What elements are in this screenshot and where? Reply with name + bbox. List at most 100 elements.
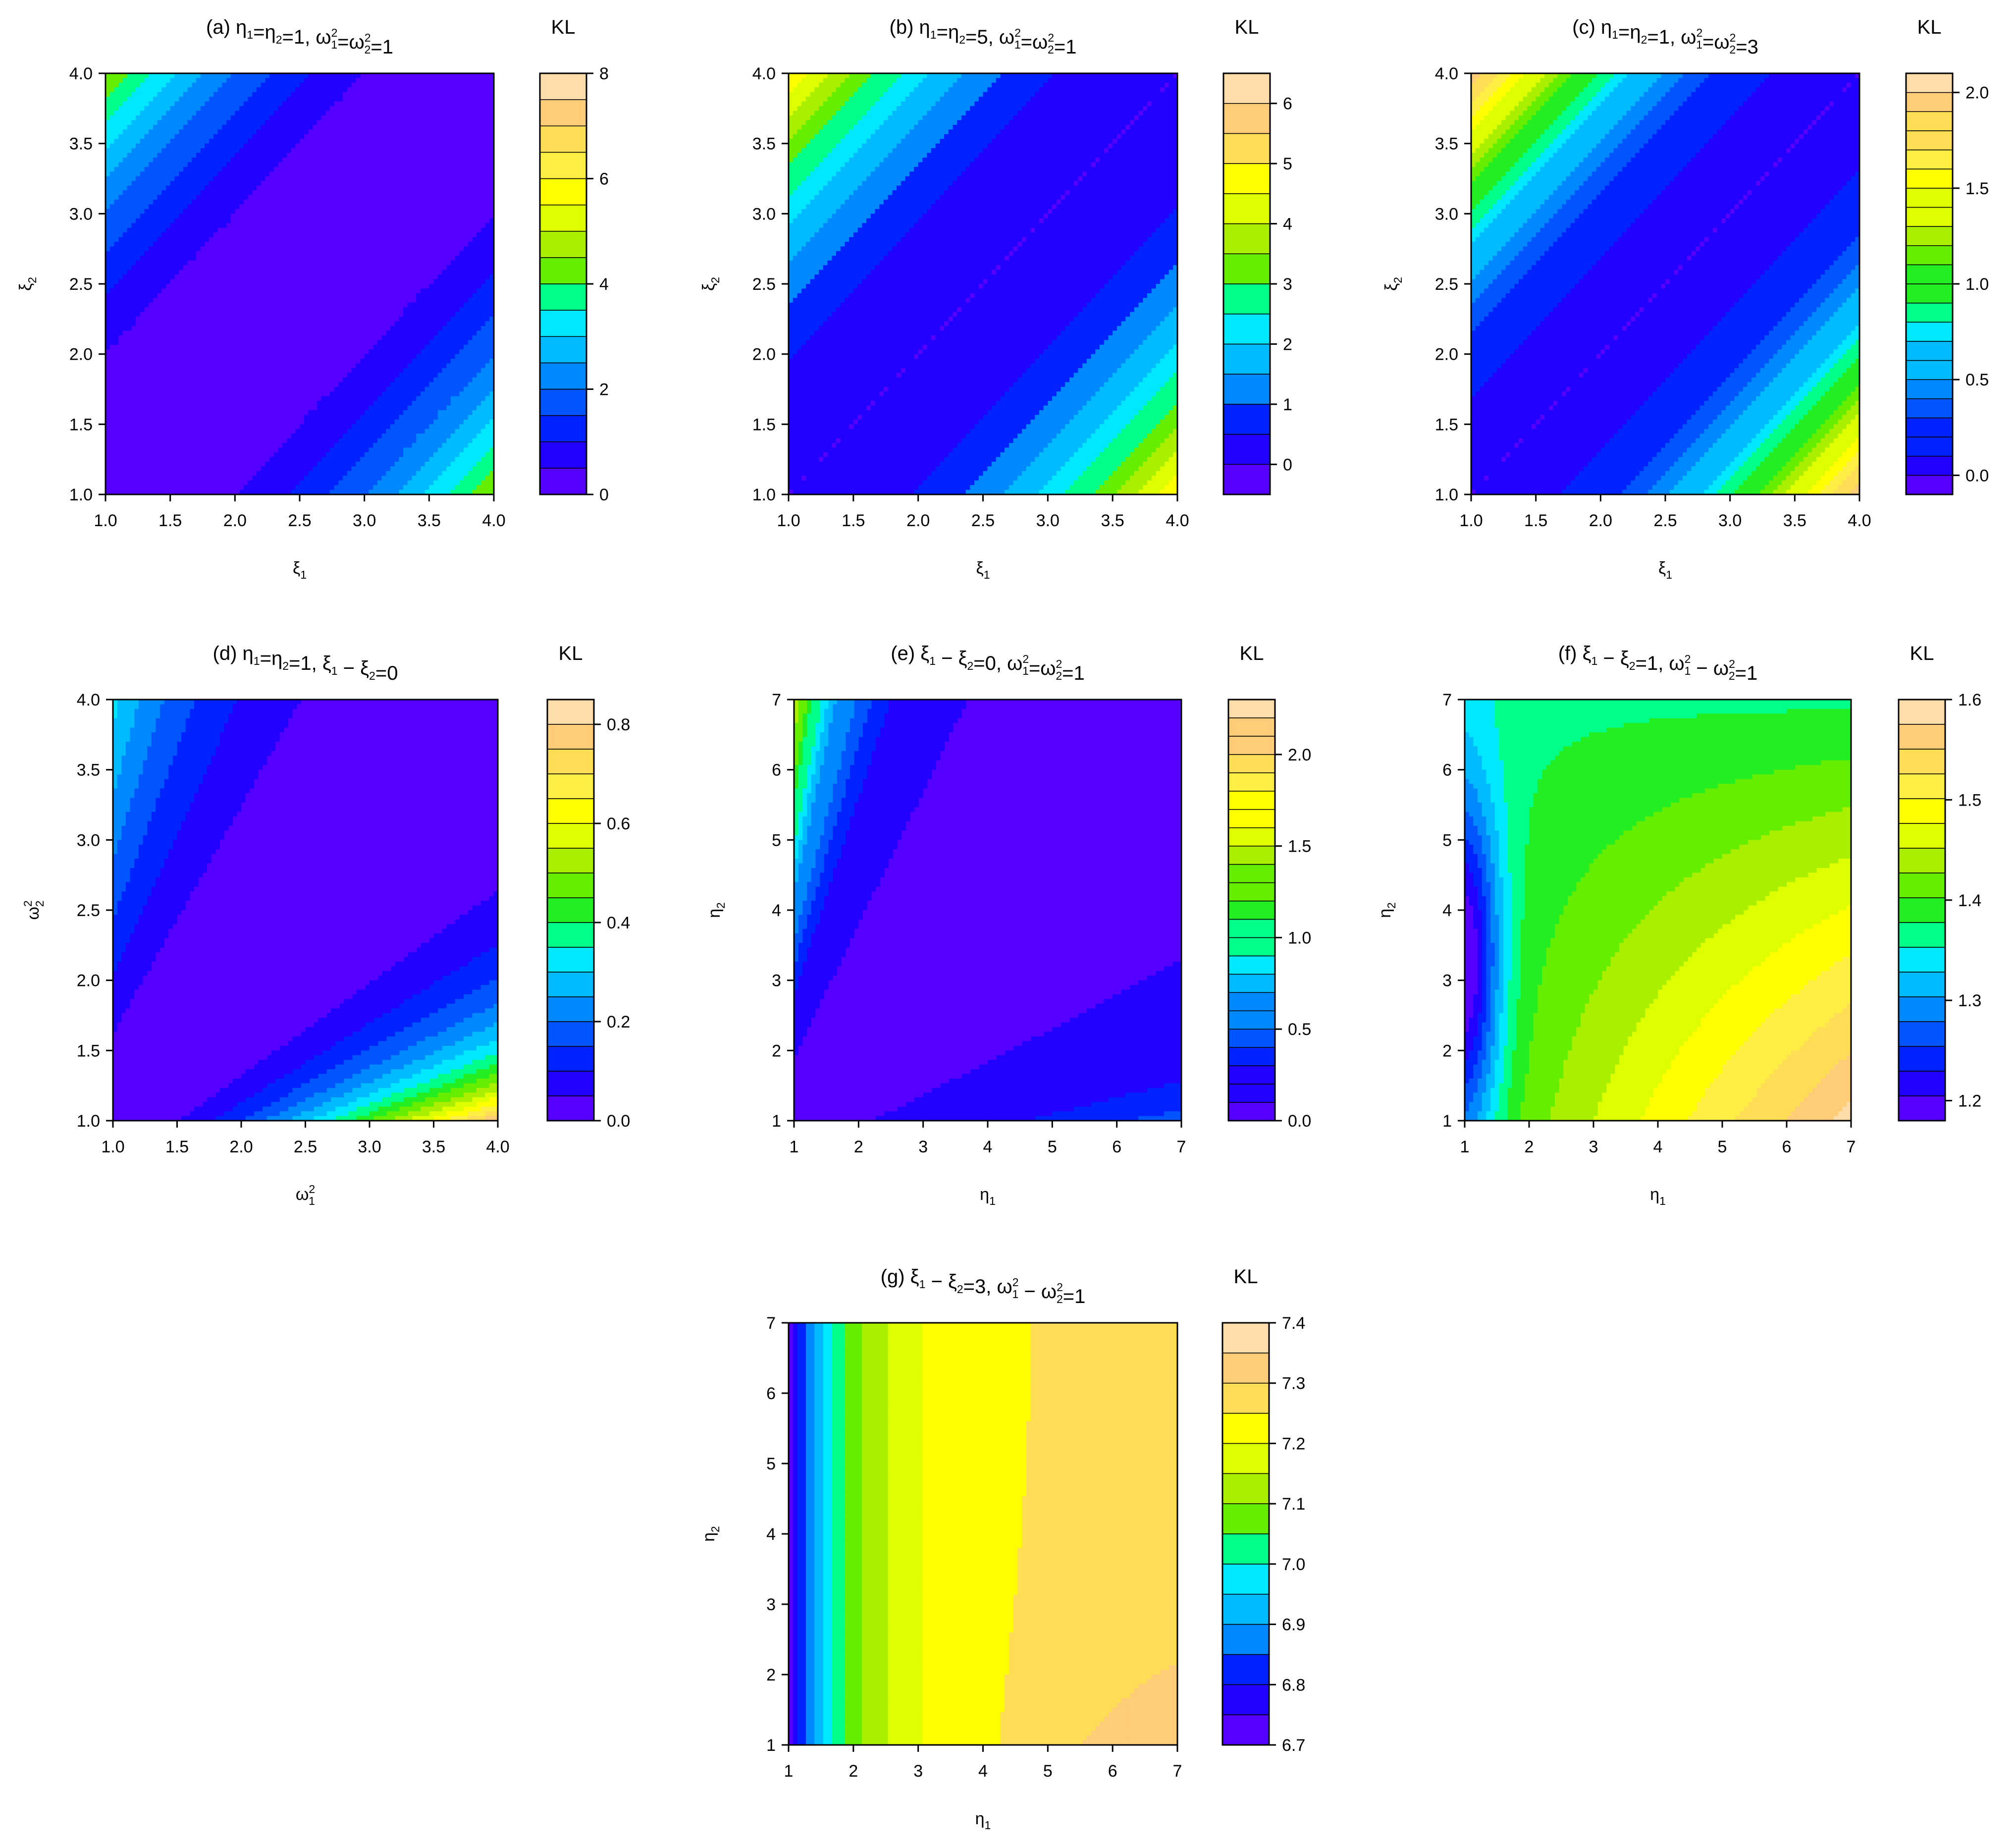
heatmap-cell [140, 115, 145, 120]
heatmap-cell [170, 424, 175, 429]
heatmap-cell [209, 373, 213, 378]
heatmap-cell [131, 378, 136, 382]
heatmap-cell [201, 186, 205, 191]
heatmap-cell [226, 326, 231, 331]
heatmap-cell [131, 73, 136, 78]
heatmap-cell [123, 378, 127, 382]
heatmap-cell [196, 340, 201, 345]
heatmap-cell [183, 284, 188, 289]
heatmap-cell [158, 274, 162, 279]
heatmap-cell [166, 97, 170, 102]
heatmap-cell [158, 186, 162, 191]
heatmap-cell [149, 434, 153, 438]
heatmap-cell [209, 462, 213, 467]
heatmap-cell [183, 434, 188, 438]
heatmap-cell [166, 167, 170, 172]
heatmap-cell [205, 293, 209, 298]
heatmap-cell [179, 139, 183, 144]
heatmap-cell [144, 288, 149, 293]
heatmap-cell [127, 204, 132, 209]
heatmap-cell [153, 410, 158, 415]
heatmap-cell [114, 97, 118, 102]
heatmap-cell [201, 129, 205, 134]
heatmap-cell [213, 200, 218, 205]
heatmap-cell [201, 410, 205, 415]
heatmap-cell [110, 265, 114, 270]
heatmap-cell [149, 73, 153, 78]
heatmap-cell [179, 265, 183, 270]
heatmap-cell [209, 415, 213, 420]
heatmap-cell [114, 298, 118, 303]
heatmap-cell [226, 223, 231, 228]
heatmap-cell [209, 162, 213, 167]
heatmap-cell [149, 251, 153, 256]
heatmap-cell [123, 223, 127, 228]
heatmap-cell [127, 317, 132, 322]
heatmap-cell [170, 125, 175, 130]
heatmap-cell [174, 378, 179, 382]
heatmap-cell [153, 102, 158, 107]
heatmap-cell [174, 288, 179, 293]
heatmap-cell [174, 186, 179, 191]
heatmap-cell [222, 443, 226, 448]
heatmap-cell [161, 307, 166, 312]
heatmap-cell [205, 457, 209, 462]
heatmap-cell [170, 120, 175, 125]
heatmap-cell [123, 415, 127, 420]
heatmap-cell [170, 129, 175, 134]
heatmap-cell [213, 420, 218, 425]
heatmap-cell [161, 448, 166, 453]
heatmap-cell [209, 232, 213, 237]
heatmap-cell [149, 162, 153, 167]
heatmap-cell [174, 115, 179, 120]
heatmap-cell [118, 78, 123, 83]
heatmap-cell [140, 438, 145, 443]
heatmap-cell [131, 223, 136, 228]
heatmap-cell [170, 434, 175, 438]
heatmap-cell [118, 200, 123, 205]
heatmap-cell [231, 73, 235, 78]
heatmap-cell [205, 256, 209, 261]
heatmap-cell [179, 251, 183, 256]
heatmap-cell [174, 129, 179, 134]
heatmap-cell [217, 106, 222, 111]
heatmap-cell [213, 73, 218, 78]
heatmap-cell [183, 298, 188, 303]
heatmap-cell [166, 279, 170, 284]
heatmap-cell [131, 111, 136, 116]
heatmap-cell [140, 317, 145, 322]
heatmap-cell [226, 167, 231, 172]
heatmap-cell [201, 340, 205, 345]
heatmap-cell [170, 396, 175, 401]
heatmap-cell [118, 401, 123, 406]
heatmap-cell [149, 335, 153, 340]
heatmap-cell [158, 354, 162, 359]
heatmap-cell [153, 424, 158, 429]
heatmap-cell [153, 481, 158, 486]
heatmap-cell [222, 228, 226, 233]
heatmap-cell [144, 410, 149, 415]
heatmap-cell [213, 448, 218, 453]
heatmap-cell [127, 420, 132, 425]
heatmap-cell [222, 391, 226, 396]
heatmap-cell [161, 87, 166, 92]
heatmap-cell [196, 485, 201, 490]
heatmap-cell [226, 284, 231, 289]
heatmap-cell [226, 232, 231, 237]
heatmap-cell [118, 139, 123, 144]
heatmap-cell [110, 330, 114, 335]
heatmap-cell [226, 378, 231, 382]
heatmap-cell [136, 125, 140, 130]
heatmap-cell [161, 284, 166, 289]
heatmap-cell [217, 200, 222, 205]
heatmap-cell [166, 87, 170, 92]
heatmap-cell [209, 204, 213, 209]
heatmap-cell [226, 237, 231, 242]
heatmap-cell [222, 293, 226, 298]
heatmap-cell [205, 382, 209, 387]
heatmap-cell [149, 228, 153, 233]
heatmap-cell [131, 322, 136, 326]
heatmap-cell [149, 214, 153, 218]
heatmap-cell [144, 307, 149, 312]
heatmap-cell [188, 153, 192, 158]
